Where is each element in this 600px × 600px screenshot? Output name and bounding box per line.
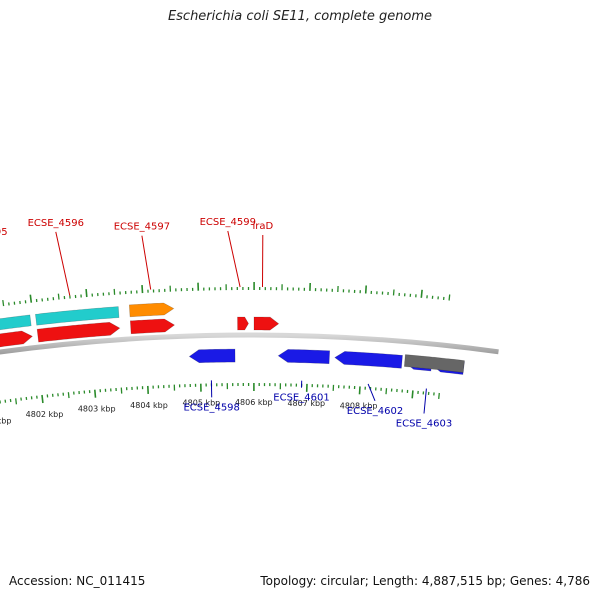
tick-outer <box>448 294 451 301</box>
feature-iraD-cds[interactable] <box>253 316 280 331</box>
feature-ECSE_4595-cds[interactable] <box>0 330 33 352</box>
tick-outer <box>364 285 367 294</box>
tick-outer <box>29 294 33 303</box>
feature-layer <box>0 302 465 375</box>
gene-label[interactable]: ECSE_4601 <box>273 393 329 404</box>
accession-text: Accession: NC_011415 <box>9 574 146 588</box>
tick-inner <box>438 392 440 399</box>
feature-ECSE_4603-pseudo[interactable] <box>403 354 465 373</box>
leader-line <box>55 231 71 296</box>
feature-ECSE_4596-gene[interactable] <box>35 306 120 326</box>
feature-ECSE_4597-cds[interactable] <box>129 318 176 335</box>
tick-label: 4805 kbp <box>183 399 221 408</box>
tick-outer <box>57 293 60 300</box>
tick-label: 4802 kbp <box>26 410 64 419</box>
tick-inner <box>385 388 388 395</box>
leader-line <box>367 383 376 401</box>
tick-inner <box>67 392 70 399</box>
tick-inner <box>41 394 44 404</box>
tick-outer <box>85 289 88 298</box>
tick-inner <box>358 386 361 395</box>
tick-outer <box>2 300 5 307</box>
tick-inner <box>94 389 97 398</box>
gene-label[interactable]: ECSE_4599 <box>200 217 256 228</box>
gene-label[interactable]: ECSE_4595 <box>0 227 8 238</box>
tick-inner <box>15 398 18 405</box>
feature-ECSE_4595-gene[interactable] <box>0 314 32 335</box>
tick-label: 4806 kbp <box>235 398 273 407</box>
map-title: Escherichia coli SE11, complete genome <box>167 9 433 24</box>
leader-line <box>227 230 241 288</box>
tick-label: 4803 kbp <box>78 405 116 414</box>
gene-label[interactable]: iraD <box>252 221 273 232</box>
genome-summary-text: Topology: circular; Length: 4,887,515 bp… <box>260 574 590 588</box>
gene-label[interactable]: ECSE_4603 <box>396 419 452 430</box>
leader-line <box>141 235 152 290</box>
leader-line <box>423 388 427 414</box>
tick-label: 4804 kbp <box>130 401 168 410</box>
tick-outer <box>141 285 144 294</box>
genome-backbone <box>0 332 499 355</box>
feature-ECSE_4601-cds[interactable] <box>277 349 331 365</box>
label-layer: ECSE_4594ECSE_4595ECSE_4596ECSE_4597ECSE… <box>0 217 452 430</box>
tick-outer <box>392 289 395 296</box>
gene-label[interactable]: ECSE_4598 <box>183 402 239 413</box>
tick-outer <box>420 289 423 298</box>
feature-ECSE_4599-cds[interactable] <box>237 316 249 331</box>
feature-ECSE_4597-misc[interactable] <box>128 302 175 318</box>
tick-label: 4807 kbp <box>287 399 325 408</box>
feature-ECSE_4598-cds[interactable] <box>188 348 236 364</box>
tick-label: 4801 kbp <box>0 417 11 426</box>
gene-label[interactable]: ECSE_4602 <box>347 406 403 417</box>
gene-label[interactable]: ECSE_4596 <box>28 218 84 229</box>
feature-ECSE_4596-cds[interactable] <box>36 321 121 343</box>
gene-label[interactable]: ECSE_4597 <box>114 222 170 233</box>
tick-inner <box>411 390 414 399</box>
feature-ECSE_4602-cds[interactable] <box>334 351 403 369</box>
tick-label: 4808 kbp <box>340 401 378 410</box>
